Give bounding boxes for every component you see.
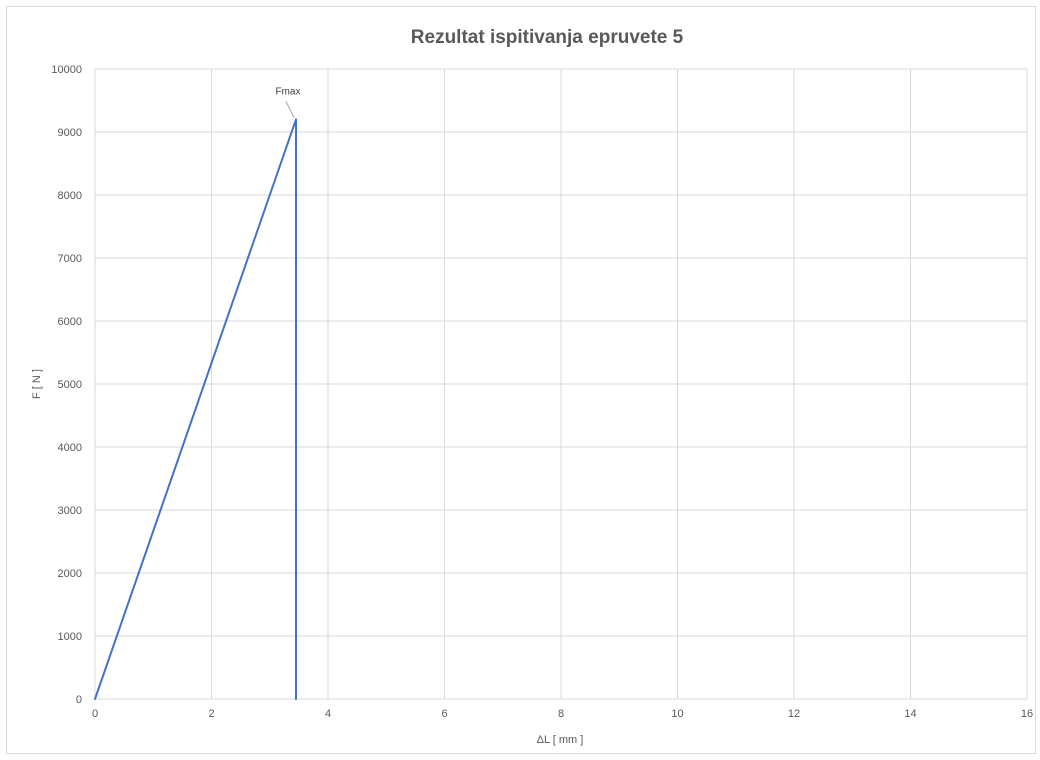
x-tick-label: 0 xyxy=(92,708,98,720)
annotation-leader xyxy=(285,101,295,118)
y-tick-label: 6000 xyxy=(58,316,82,328)
series-layer xyxy=(94,118,297,700)
series-point xyxy=(94,698,96,700)
x-tick-labels: 0 2 4 6 8 10 12 14 16 xyxy=(92,708,1033,720)
x-tick-label: 16 xyxy=(1021,708,1033,720)
y-tick-label: 3000 xyxy=(58,505,82,517)
x-tick-label: 8 xyxy=(558,708,564,720)
chart-title: Rezultat ispitivanja epruvete 5 xyxy=(411,27,684,48)
y-tick-label: 0 xyxy=(76,694,82,706)
y-tick-label: 7000 xyxy=(58,253,82,265)
x-tick-label: 12 xyxy=(788,708,800,720)
y-tick-label: 4000 xyxy=(58,442,82,454)
x-tick-label: 14 xyxy=(904,708,916,720)
x-tick-label: 6 xyxy=(441,708,447,720)
annotation-layer: Fmax xyxy=(275,86,300,118)
series-point xyxy=(294,698,297,700)
annotation-label: Fmax xyxy=(275,86,300,97)
series-line xyxy=(94,119,297,700)
chart-frame xyxy=(6,6,1036,754)
series-point xyxy=(294,118,297,121)
y-axis-label: F [ N ] xyxy=(31,369,43,399)
y-tick-label: 10000 xyxy=(51,64,82,76)
y-tick-label: 9000 xyxy=(58,127,82,139)
x-tick-label: 10 xyxy=(671,708,683,720)
x-tick-label: 4 xyxy=(325,708,331,720)
y-tick-labels: 0 1000 2000 3000 4000 5000 6000 7000 8000 9000 100… xyxy=(51,64,82,706)
y-tick-label: 2000 xyxy=(58,568,82,580)
x-tick-label: 2 xyxy=(208,708,214,720)
y-tick-label: 1000 xyxy=(58,631,82,643)
horizontal-gridlines xyxy=(95,68,1027,700)
y-tick-label: 8000 xyxy=(58,190,82,202)
x-axis-label: ΔL [ mm ] xyxy=(537,734,584,746)
y-tick-label: 5000 xyxy=(58,379,82,391)
